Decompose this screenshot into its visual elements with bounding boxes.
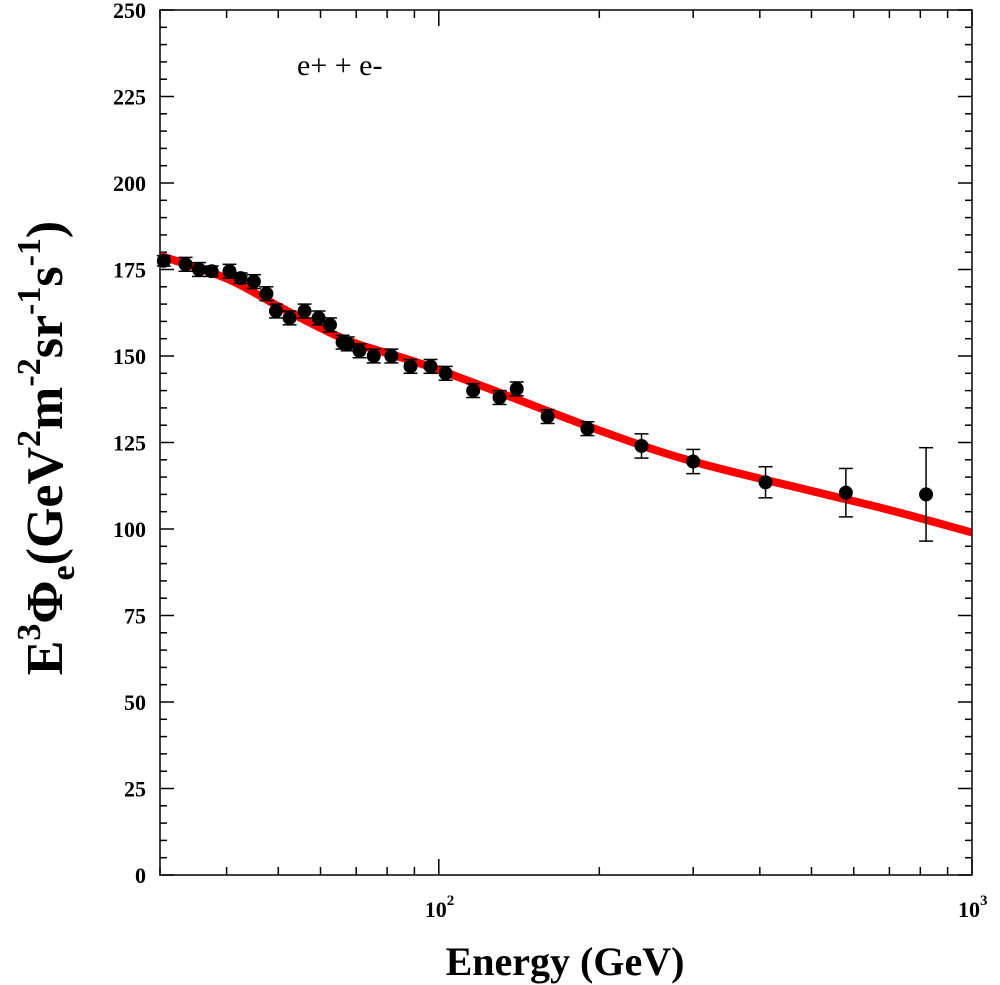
- data-point: [838, 467, 853, 518]
- y-tick-label: 225: [113, 85, 146, 110]
- y-tick-labels: 0 25 50 75 100 125 150 175 200 225 250: [113, 0, 146, 888]
- data-marker: [311, 310, 326, 325]
- data-point: [156, 253, 171, 268]
- y-tick-label: 75: [124, 604, 146, 629]
- y-title-m: m: [17, 387, 74, 430]
- y-title-sr: sr: [17, 315, 74, 358]
- y-title-s-sup: -1: [11, 238, 48, 266]
- data-marker: [509, 381, 524, 396]
- y-title-open: (GeV: [17, 447, 74, 565]
- data-point: [191, 261, 206, 278]
- data-marker: [268, 304, 283, 319]
- y-title-sr-sup: -1: [11, 287, 48, 315]
- x-axis-title: Energy (GeV): [446, 939, 685, 984]
- data-marker: [919, 487, 934, 502]
- data-marker: [384, 349, 399, 363]
- data-point: [282, 310, 297, 326]
- data-point: [178, 256, 193, 272]
- y-tick-label: 175: [113, 258, 146, 283]
- data-marker: [838, 485, 853, 500]
- data-point: [204, 264, 219, 279]
- data-point: [352, 343, 367, 359]
- data-point: [438, 365, 453, 381]
- data-point: [246, 273, 261, 290]
- data-marker: [466, 383, 481, 398]
- data-point: [311, 310, 326, 326]
- y-tick-label: 25: [124, 777, 146, 802]
- x-tick-exponent: 3: [980, 893, 988, 909]
- data-marker: [634, 438, 649, 453]
- y-title-close: ): [17, 221, 74, 238]
- data-point: [366, 348, 381, 364]
- y-title-base: E: [17, 641, 74, 676]
- y-title-phi-sub: e: [45, 565, 82, 580]
- data-point: [233, 271, 248, 286]
- data-marker: [540, 409, 555, 424]
- y-tick-label: 0: [135, 863, 146, 888]
- y-title-base-sup: 3: [11, 624, 48, 641]
- x-tick-base: 10: [425, 897, 447, 922]
- data-point: [466, 382, 481, 399]
- x-tick-label: 103: [958, 893, 988, 922]
- data-point: [686, 448, 701, 475]
- data-point: [268, 303, 283, 319]
- data-point: [259, 286, 274, 302]
- data-point: [297, 303, 312, 319]
- data-point: [919, 446, 934, 542]
- data-point: [509, 381, 524, 397]
- data-point: [580, 420, 595, 437]
- data-marker: [246, 274, 261, 289]
- data-point: [322, 317, 337, 333]
- data-marker: [366, 349, 381, 363]
- data-marker: [423, 359, 438, 374]
- y-title-m-sup: -2: [11, 358, 48, 386]
- data-marker: [580, 421, 595, 436]
- data-point: [222, 263, 237, 279]
- data-marker: [156, 253, 171, 268]
- y-tick-label: 125: [113, 431, 146, 456]
- x-tick-exponent: 2: [447, 893, 455, 909]
- data-marker: [222, 264, 237, 279]
- data-marker: [178, 257, 193, 272]
- y-axis-title: E3Φe(GeV2m-2sr-1s-1): [11, 221, 82, 676]
- x-tick-labels: 102 103: [425, 893, 988, 922]
- data-marker: [403, 359, 418, 374]
- y-tick-label: 150: [113, 344, 146, 369]
- data-point: [384, 348, 399, 364]
- y-title-phi: Φ: [17, 580, 74, 623]
- data-marker: [340, 336, 355, 351]
- data-marker: [204, 264, 219, 279]
- data-point: [634, 433, 649, 459]
- y-tick-label: 100: [113, 517, 146, 542]
- y-title-gev-sup: 2: [11, 430, 48, 447]
- data-point: [540, 408, 555, 425]
- x-tick-base: 10: [958, 897, 980, 922]
- data-marker: [297, 304, 312, 319]
- plot-frame: [159, 9, 973, 876]
- y-tick-label: 50: [124, 690, 146, 715]
- data-marker: [686, 454, 701, 469]
- data-point: [492, 389, 507, 406]
- data-marker: [492, 390, 507, 405]
- data-marker: [352, 343, 367, 358]
- data-marker: [191, 262, 206, 277]
- data-marker: [233, 271, 248, 286]
- annotation-label: e+ + e-: [297, 49, 382, 82]
- data-marker: [259, 286, 274, 301]
- data-point: [758, 465, 773, 499]
- axis-ticks: [159, 9, 973, 876]
- x-tick-label: 102: [425, 893, 455, 922]
- data-marker: [438, 366, 453, 381]
- y-tick-label: 200: [113, 171, 146, 196]
- y-title-s: s: [17, 266, 74, 286]
- data-marker: [322, 317, 337, 332]
- data-point: [423, 358, 438, 375]
- data-points-layer: [156, 253, 934, 542]
- data-marker: [758, 475, 773, 490]
- data-point: [340, 336, 355, 352]
- data-marker: [282, 310, 297, 325]
- y-tick-label: 250: [113, 0, 146, 23]
- data-point: [403, 358, 418, 375]
